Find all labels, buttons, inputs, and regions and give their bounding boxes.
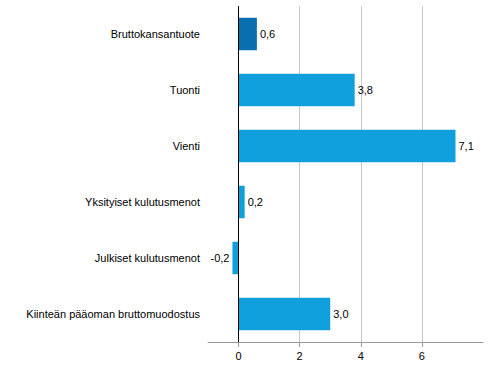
svg-text:0: 0 bbox=[235, 350, 241, 362]
svg-text:Kiinteän pääoman bruttomuodost: Kiinteän pääoman bruttomuodostus bbox=[26, 308, 200, 320]
svg-text:4: 4 bbox=[358, 350, 364, 362]
svg-text:6: 6 bbox=[419, 350, 425, 362]
svg-text:Yksityiset kulutusmenot: Yksityiset kulutusmenot bbox=[85, 196, 200, 208]
svg-text:Julkiset kulutusmenot: Julkiset kulutusmenot bbox=[95, 252, 200, 264]
svg-text:0,2: 0,2 bbox=[248, 196, 263, 208]
svg-text:3,0: 3,0 bbox=[333, 308, 348, 320]
svg-text:Bruttokansantuote: Bruttokansantuote bbox=[111, 28, 200, 40]
svg-text:7,1: 7,1 bbox=[459, 140, 474, 152]
svg-text:3,8: 3,8 bbox=[358, 84, 373, 96]
svg-text:-0,2: -0,2 bbox=[210, 252, 229, 264]
svg-text:Vienti: Vienti bbox=[173, 140, 200, 152]
svg-text:2: 2 bbox=[297, 350, 303, 362]
svg-text:Tuonti: Tuonti bbox=[170, 84, 200, 96]
svg-text:0,6: 0,6 bbox=[260, 28, 275, 40]
